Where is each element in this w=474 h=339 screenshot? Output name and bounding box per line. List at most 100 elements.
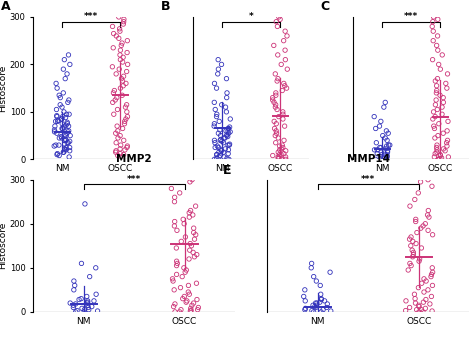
Point (51, 127, 58, 133)
Point (92, 265, 100, 271)
Point (430, 154, 438, 160)
Point (78, 306, 86, 311)
Point (434, 33, 441, 39)
Point (223, 132, 231, 137)
Point (422, 278, 430, 284)
Point (190, 300, 197, 306)
Point (124, 38, 131, 43)
Point (84, 298, 91, 304)
Point (193, 297, 201, 302)
Point (88, 304, 96, 309)
Point (185, 210, 193, 216)
Point (301, 307, 309, 313)
Point (218, 102, 226, 107)
Point (269, 95, 276, 100)
Point (58, 116, 65, 122)
Point (433, 147, 441, 153)
Point (435, 121, 443, 126)
Point (407, 234, 415, 240)
Point (376, 123, 383, 129)
Title: MMP2: MMP2 (116, 154, 152, 164)
Point (310, 274, 318, 279)
Point (83, 302, 91, 308)
Point (384, 149, 392, 155)
Point (272, 104, 279, 110)
Point (182, 299, 190, 305)
Point (301, 306, 309, 311)
Point (173, 263, 181, 268)
Point (300, 294, 308, 299)
Point (72, 309, 80, 315)
Text: ***: *** (84, 12, 98, 21)
Point (277, 146, 285, 152)
Point (269, 153, 276, 158)
Point (112, 71, 120, 77)
Point (272, 90, 280, 96)
Point (63, 145, 70, 150)
Point (429, 19, 437, 24)
Point (273, 19, 280, 24)
Point (118, 76, 125, 81)
Point (215, 66, 222, 72)
Point (382, 100, 389, 105)
Point (429, 38, 437, 43)
Point (308, 308, 316, 313)
Point (428, 308, 436, 314)
Point (276, 147, 283, 153)
Point (62, 137, 70, 142)
Point (438, 104, 446, 110)
Point (66, 148, 73, 154)
Point (60, 109, 68, 115)
Point (444, 71, 451, 77)
Point (429, 116, 437, 122)
Point (419, 309, 427, 315)
Point (379, 133, 387, 138)
Point (188, 302, 196, 308)
Point (110, 31, 118, 36)
Point (274, 76, 282, 81)
Point (60, 149, 67, 155)
Point (406, 261, 414, 266)
Point (64, 100, 72, 105)
Point (319, 307, 327, 313)
Point (81, 201, 89, 207)
Point (278, 157, 285, 162)
Point (55, 135, 63, 141)
Point (415, 258, 423, 264)
Point (439, 131, 447, 136)
Point (443, 143, 451, 149)
Point (109, 45, 117, 51)
Point (61, 146, 68, 152)
Point (372, 126, 380, 131)
Y-axis label: Histoscore: Histoscore (0, 64, 7, 112)
Point (186, 179, 194, 184)
Point (213, 85, 220, 91)
Point (185, 256, 193, 262)
Point (431, 114, 439, 119)
Point (404, 267, 412, 273)
Point (279, 112, 287, 117)
Text: ***: *** (404, 12, 419, 21)
Point (113, 95, 120, 100)
Point (53, 107, 60, 112)
Point (227, 129, 234, 135)
Point (185, 283, 192, 288)
Point (415, 309, 423, 315)
Point (273, 121, 280, 126)
Point (217, 138, 224, 143)
Text: B: B (161, 0, 170, 13)
Point (58, 135, 65, 141)
Text: E: E (223, 164, 231, 177)
Point (216, 153, 224, 158)
Point (218, 139, 226, 144)
Point (273, 24, 281, 29)
Point (277, 62, 285, 67)
Point (434, 47, 442, 53)
Point (119, 21, 127, 27)
Point (277, 152, 285, 157)
Point (312, 300, 319, 306)
Point (171, 223, 178, 228)
Point (62, 76, 69, 81)
Point (225, 131, 232, 136)
Point (282, 28, 289, 34)
